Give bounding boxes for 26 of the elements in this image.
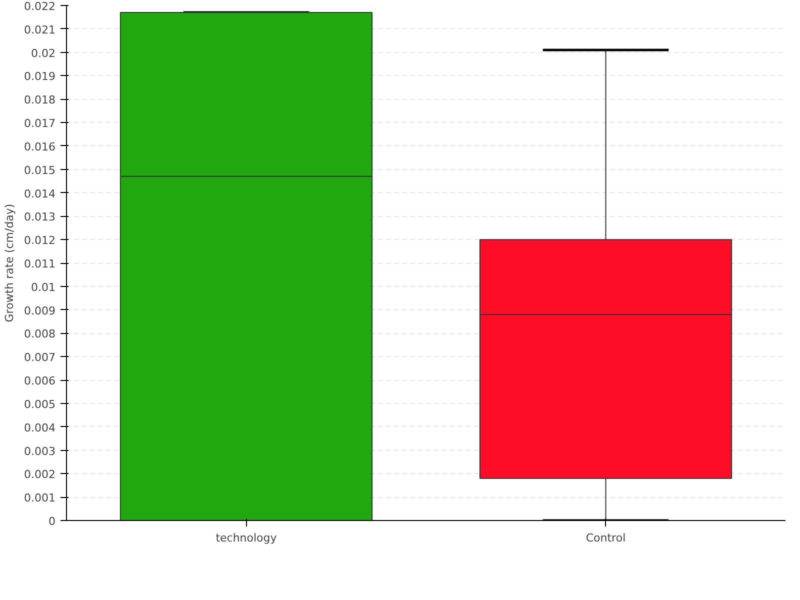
x-tick-label: Control (586, 532, 626, 544)
y-tick-label: 0.004 (24, 421, 56, 434)
y-tick-label: 0.006 (24, 374, 56, 388)
y-tick-label: 0.021 (24, 23, 56, 36)
y-tick-label: 0.005 (24, 398, 56, 411)
y-tick-label: 0.022 (24, 0, 56, 13)
y-tick-label: 0 (48, 515, 56, 528)
y-tick-label: 0.013 (24, 210, 56, 224)
y-tick-label: 0.014 (24, 187, 56, 200)
y-tick-label: 0.009 (24, 304, 56, 318)
y-tick-label: 0.017 (24, 117, 56, 130)
y-tick-label: 0.011 (24, 258, 56, 270)
y-tick-label: 0.019 (24, 70, 56, 84)
y-tick-label: 0.015 (24, 164, 56, 177)
y-tick-label: 0.001 (24, 492, 56, 505)
y-tick-label: 0.008 (24, 328, 56, 341)
y-tick-label: 0.016 (24, 140, 56, 154)
y-tick-label: 0.018 (24, 94, 56, 107)
y-tick-label: 0.003 (24, 444, 56, 458)
y-tick-label: 0.012 (24, 234, 56, 248)
y-axis-title: Growth rate (cm/day) (3, 204, 16, 322)
y-tick-label: 0.01 (31, 280, 56, 294)
x-tick-label: technology (216, 532, 278, 544)
y-tick-label: 0.02 (31, 46, 56, 60)
y-tick-label: 0.007 (24, 351, 56, 364)
y-tick-label: 0.002 (24, 468, 56, 482)
